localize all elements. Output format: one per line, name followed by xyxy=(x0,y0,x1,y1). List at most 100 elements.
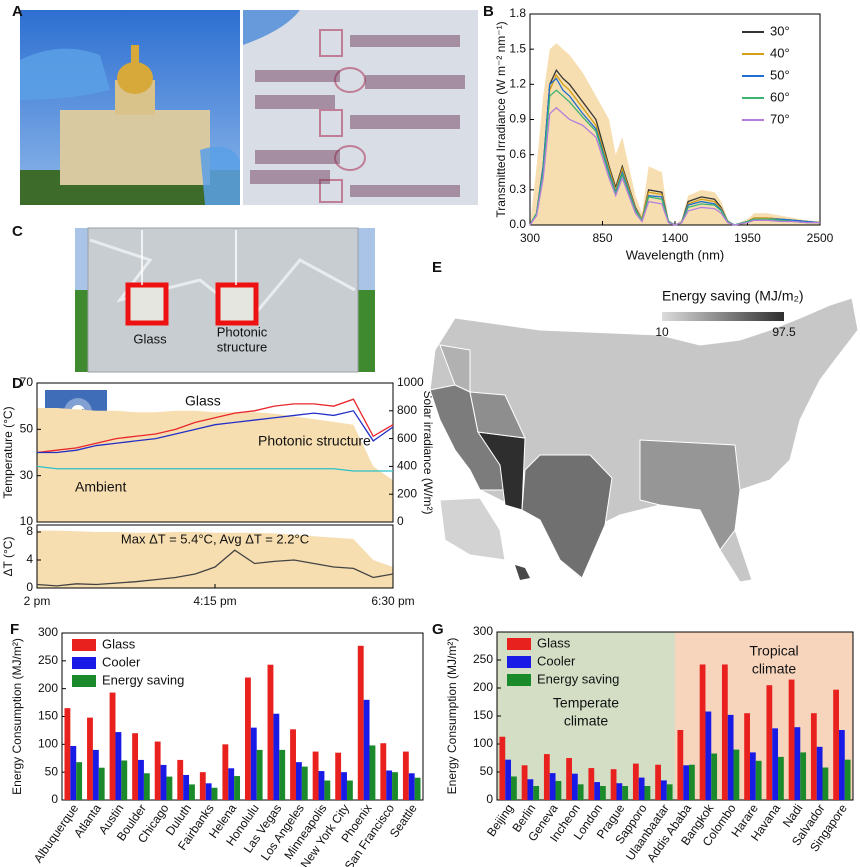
y-tick-label: 1000 xyxy=(397,375,424,389)
y-axis-label: Energy Consumption (MJ/m²) xyxy=(445,638,459,795)
bar xyxy=(341,772,347,800)
bar xyxy=(154,741,161,800)
y-axis-label: Transmitted Irradiance (W m⁻² nm⁻¹) xyxy=(494,21,508,217)
bar xyxy=(189,784,195,800)
bar xyxy=(335,752,342,800)
map-state xyxy=(515,565,530,580)
y-tick-label: 0 xyxy=(397,514,404,528)
y-tick-label: 300 xyxy=(473,624,493,638)
bar xyxy=(279,749,286,800)
bar xyxy=(234,776,241,800)
bar xyxy=(689,764,695,800)
map-state xyxy=(469,391,526,439)
legend-label: Cooler xyxy=(537,653,576,668)
photo-label: Glass xyxy=(133,331,167,346)
map-state xyxy=(439,497,506,561)
bar xyxy=(143,773,150,800)
bar xyxy=(788,679,795,800)
bar xyxy=(800,752,807,800)
area xyxy=(37,408,393,522)
y-tick-label: 0 xyxy=(486,792,493,806)
bar xyxy=(666,784,673,800)
x-tick-label: 6:30 pm xyxy=(371,594,414,608)
bar xyxy=(727,714,734,800)
photo-c xyxy=(75,227,375,373)
bar xyxy=(109,692,116,800)
panel-label: D xyxy=(12,375,23,392)
y-tick-label: 0.3 xyxy=(509,182,526,196)
line xyxy=(37,410,394,454)
colorbar-max: 97.5 xyxy=(772,325,796,339)
bar xyxy=(222,744,229,800)
legend-label: Glass xyxy=(102,636,136,651)
y-tick-label: 8 xyxy=(26,524,33,538)
panel-label: F xyxy=(10,621,19,638)
y-tick-label: 50 xyxy=(45,764,59,778)
bar xyxy=(699,664,706,800)
panel-label: B xyxy=(483,3,494,20)
area xyxy=(37,530,393,588)
bar xyxy=(64,708,71,800)
bar xyxy=(408,773,415,800)
bar xyxy=(183,774,190,800)
y-tick-label: 0.0 xyxy=(509,217,526,231)
line xyxy=(529,89,820,226)
region-label: Tropical xyxy=(749,643,798,659)
y-tick-label: 300 xyxy=(38,625,58,639)
bar xyxy=(511,776,517,800)
legend-swatch xyxy=(72,657,96,669)
bar xyxy=(138,759,144,800)
x-tick-label: 2 pm xyxy=(24,594,51,608)
bar xyxy=(318,771,325,800)
bar xyxy=(610,769,617,800)
bar xyxy=(766,685,773,800)
region-label: climate xyxy=(752,661,797,677)
bar xyxy=(705,711,712,800)
bar xyxy=(566,758,572,800)
bar xyxy=(778,756,784,800)
y-tick-label: 50 xyxy=(480,764,494,778)
bar xyxy=(622,786,629,800)
bar xyxy=(177,759,184,800)
bar xyxy=(87,717,93,800)
y-tick-label: 250 xyxy=(38,653,58,667)
bar xyxy=(115,732,122,800)
bar xyxy=(721,664,728,800)
bar xyxy=(683,765,690,800)
y-tick-label: 150 xyxy=(38,709,58,723)
y-tick-label: 70 xyxy=(20,375,34,389)
y-tick-label: 0.9 xyxy=(509,112,526,126)
legend-label: 50° xyxy=(770,67,790,82)
panel-label: E xyxy=(432,259,442,276)
bar xyxy=(638,777,645,800)
map-state xyxy=(521,454,613,579)
bar xyxy=(571,773,578,800)
y-tick-label: 250 xyxy=(473,652,493,666)
bar xyxy=(363,699,370,800)
y-tick-label: 0 xyxy=(51,792,58,806)
bar xyxy=(632,763,639,800)
bar xyxy=(211,787,218,800)
y-axis-label: ΔT (°C) xyxy=(1,537,15,577)
bar xyxy=(312,751,319,800)
y-tick-label: 100 xyxy=(473,736,493,750)
annotation: Max ΔT = 5.4°C, Avg ΔT = 2.2°C xyxy=(121,531,309,546)
bar xyxy=(121,760,128,800)
bar xyxy=(273,713,280,800)
y-tick-label: 100 xyxy=(38,737,58,751)
bar xyxy=(527,779,534,800)
bar xyxy=(392,772,398,800)
y-tick-label: 0 xyxy=(26,580,33,594)
bar xyxy=(70,746,77,800)
bar xyxy=(250,727,257,800)
bar xyxy=(755,760,762,800)
bar xyxy=(833,689,839,800)
legend-label: Energy saving xyxy=(537,671,619,686)
area xyxy=(530,43,820,225)
y-tick-label: 600 xyxy=(397,431,417,445)
x-tick-label: 850 xyxy=(592,231,612,245)
bar xyxy=(505,759,512,800)
y-tick-label: 400 xyxy=(397,459,417,473)
x-tick-label: 4:15 pm xyxy=(193,594,236,608)
bar xyxy=(543,754,550,800)
